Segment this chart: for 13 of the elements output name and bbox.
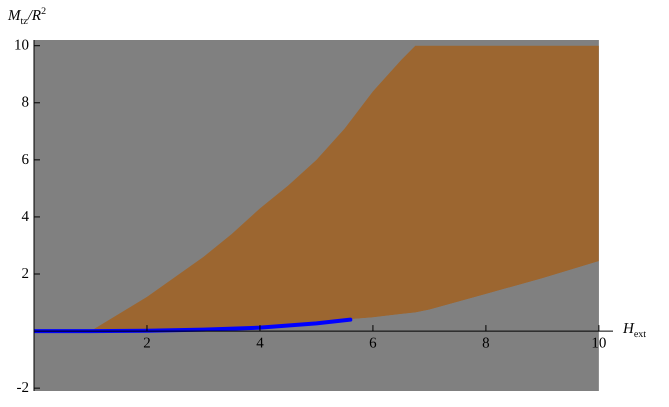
x-tick-label: 6 xyxy=(369,336,378,352)
y-tick-label: 4 xyxy=(22,208,30,225)
x-tick-label: 2 xyxy=(143,336,151,352)
x-tick-label: 8 xyxy=(482,336,490,352)
y-tick-label: -2 xyxy=(16,380,29,396)
y-tick-label: 6 xyxy=(22,152,30,168)
x-tick-label: 10 xyxy=(591,336,606,352)
y-tick-label: 8 xyxy=(22,94,29,111)
y-tick-label: 2 xyxy=(22,266,29,282)
x-axis-title: H$_{ext}$ xyxy=(623,321,646,340)
y-axis-title: M$_{tz}$/R$^{2}$ xyxy=(8,6,46,27)
x-tick-label: 4 xyxy=(256,336,264,352)
y-tick-label: 10 xyxy=(14,38,29,54)
